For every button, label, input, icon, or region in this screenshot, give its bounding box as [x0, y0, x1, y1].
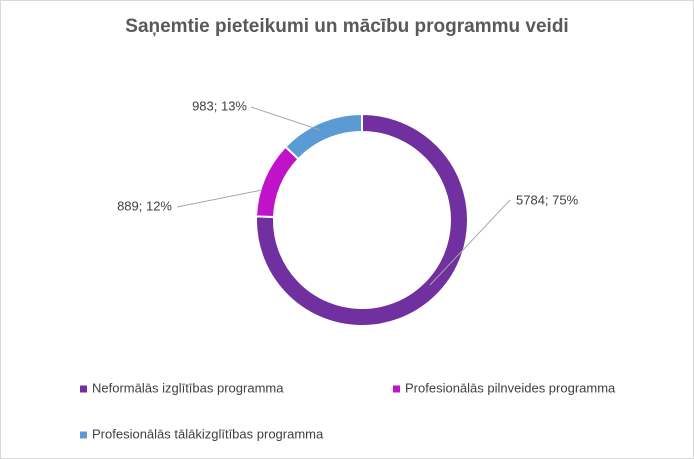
- legend-label: Profesionālās pilnveides programma: [405, 380, 616, 395]
- legend-marker: [80, 385, 87, 393]
- donut-slice: [255, 112, 469, 327]
- legend-label: Profesionālās tālākizglītības programma: [92, 426, 324, 441]
- legend-marker: [80, 431, 87, 439]
- leader-line: [176, 189, 263, 208]
- legend-label: Neformālās izglītības programma: [92, 380, 284, 395]
- chart-title: Saņemtie pieteikumi un mācību programmu …: [125, 16, 568, 37]
- donut-slice: [284, 112, 363, 161]
- data-label: 983; 13%: [192, 98, 247, 113]
- data-label: 889; 12%: [117, 198, 172, 213]
- legend-marker: [393, 385, 400, 393]
- leader-line: [429, 199, 511, 286]
- leader-line: [250, 106, 321, 131]
- data-label: 5784; 75%: [516, 192, 579, 207]
